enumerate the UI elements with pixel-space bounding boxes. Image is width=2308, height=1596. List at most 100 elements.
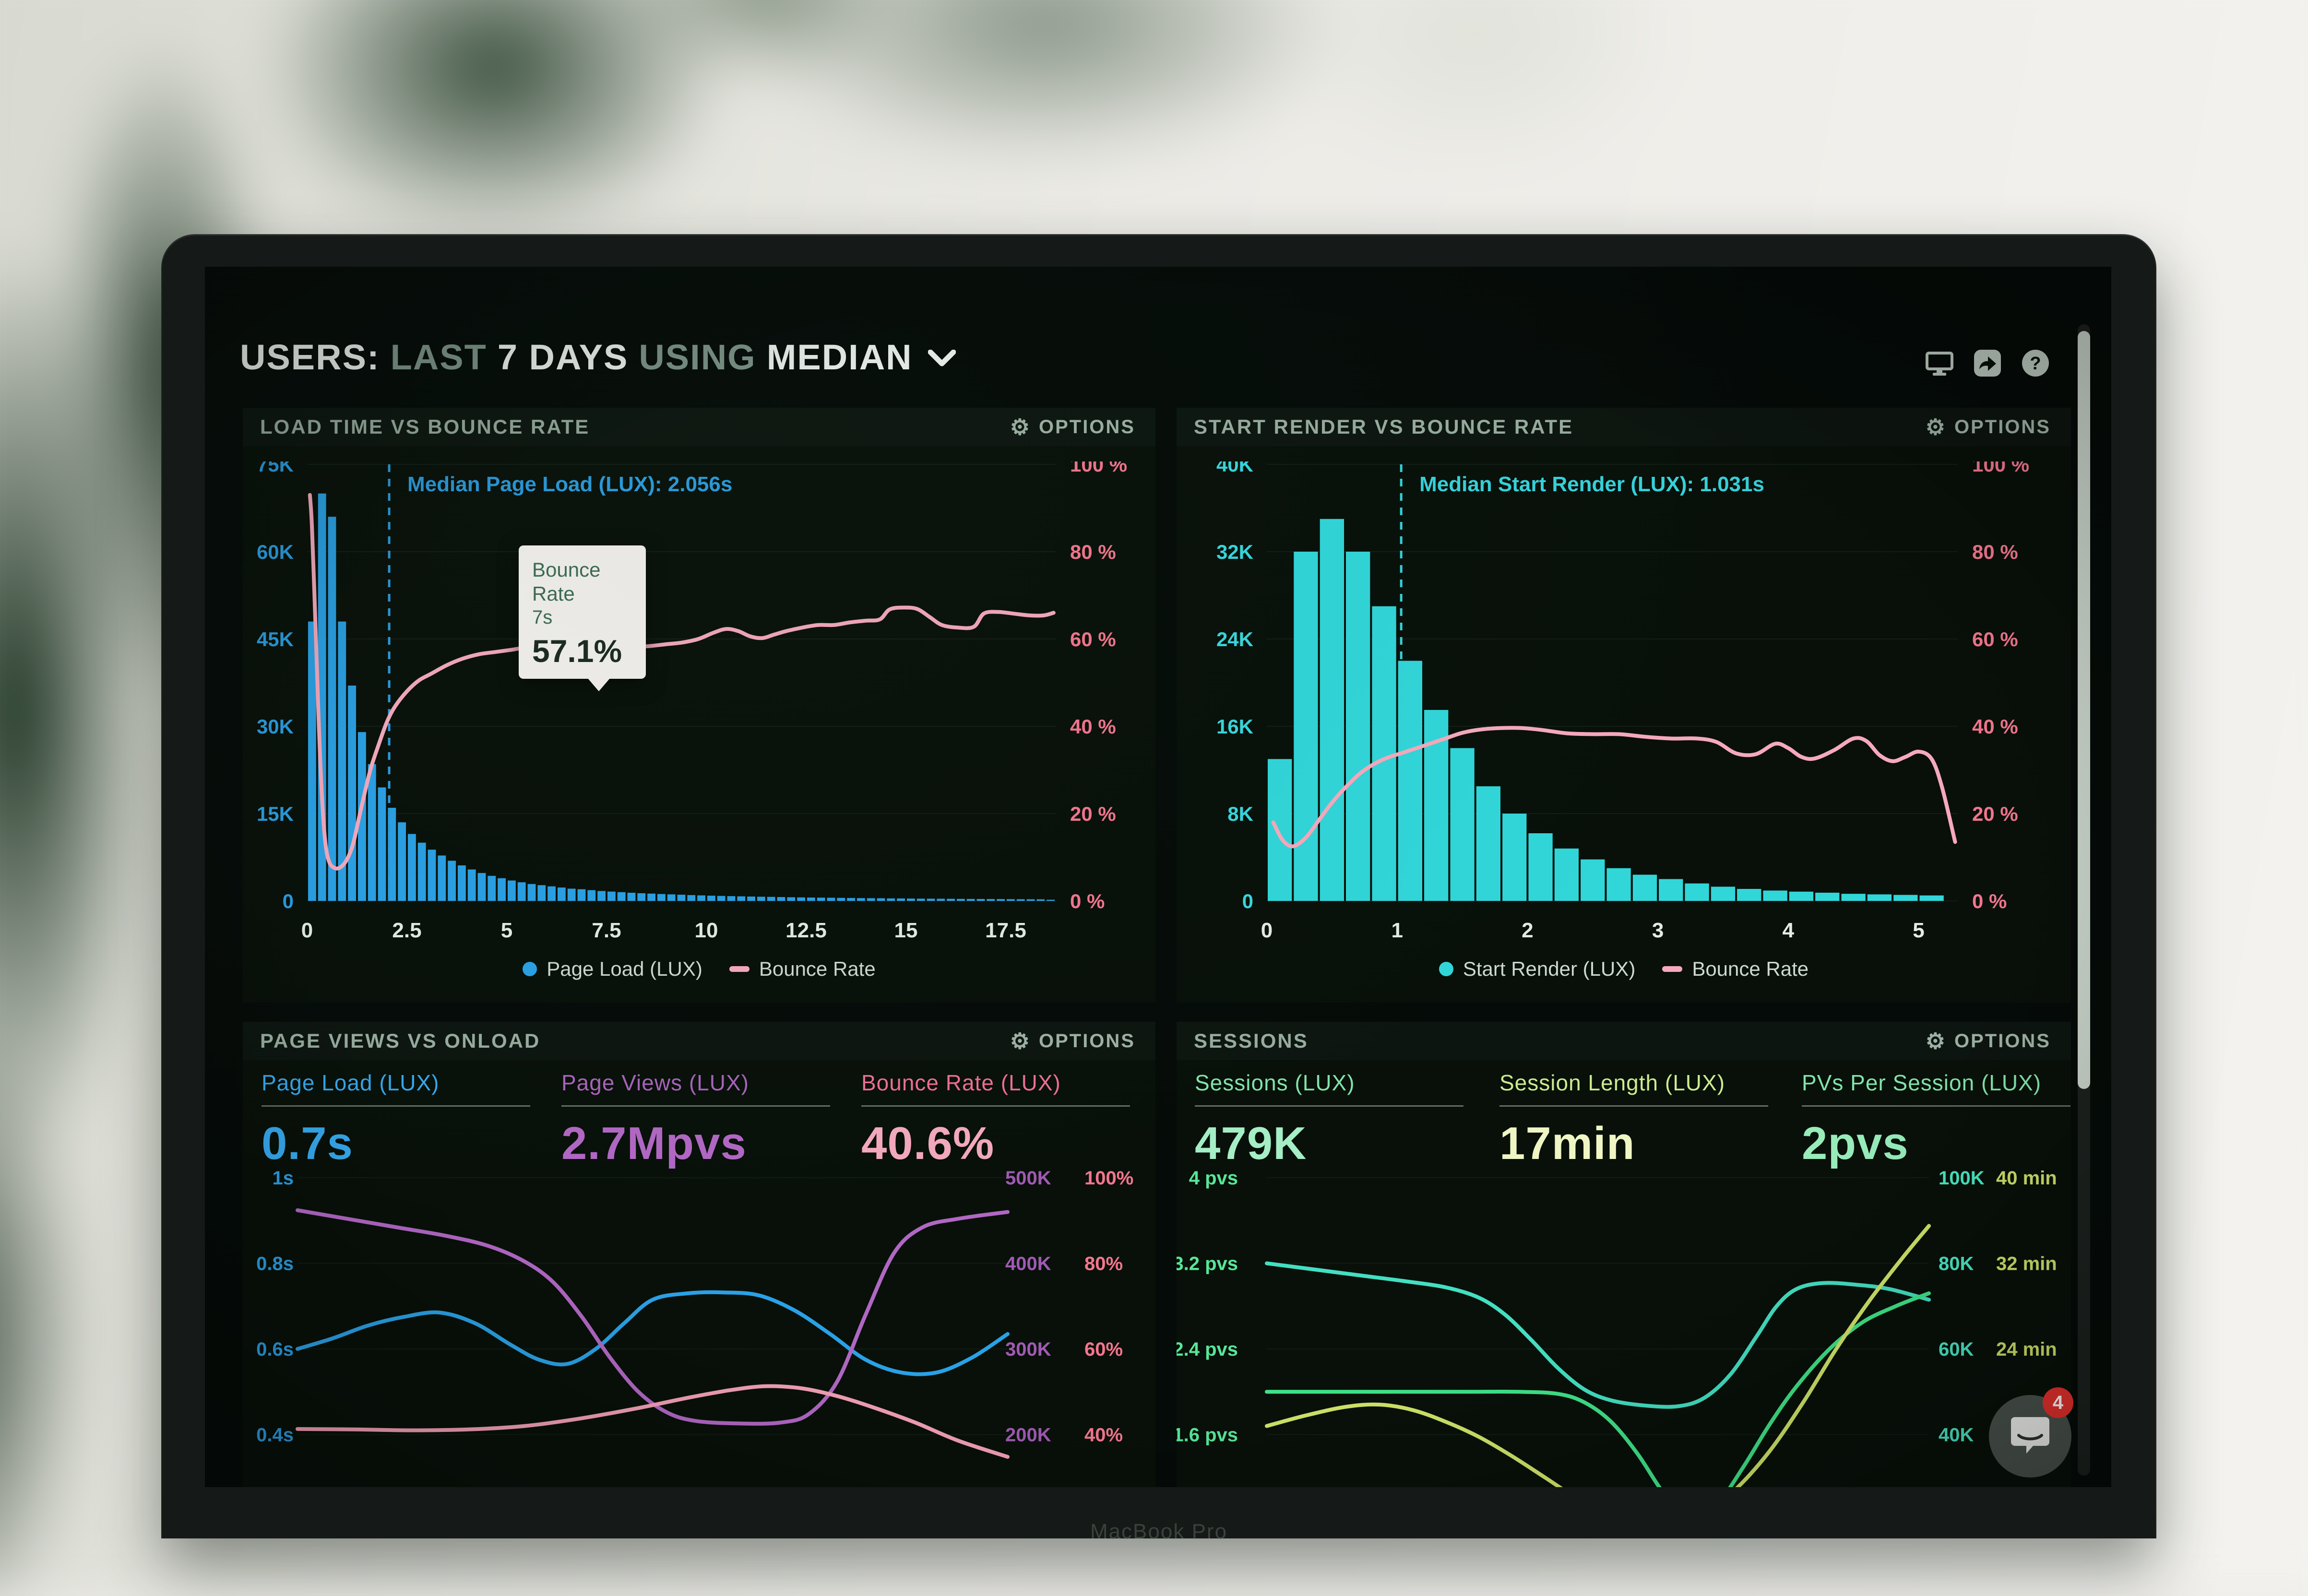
tooltip-x-value: 7s — [532, 607, 553, 628]
svg-text:?: ? — [2030, 354, 2041, 374]
svg-text:60K: 60K — [257, 541, 294, 563]
svg-text:20 %: 20 % — [1070, 803, 1116, 825]
options-button[interactable]: ⚙ OPTIONS — [1923, 415, 2054, 438]
svg-text:40 %: 40 % — [1070, 715, 1116, 738]
svg-text:60 %: 60 % — [1070, 628, 1116, 650]
panel-load-time-vs-bounce-rate: LOAD TIME VS BOUNCE RATE ⚙ OPTIONS 75K 10… — [243, 408, 1155, 1003]
svg-text:45K: 45K — [257, 628, 294, 650]
options-button[interactable]: ⚙ OPTIONS — [1923, 1029, 2054, 1052]
svg-text:0 %: 0 % — [1972, 890, 2007, 912]
title-segment: USERS: — [240, 337, 380, 377]
svg-text:4: 4 — [1783, 919, 1795, 942]
scrollbar-track[interactable] — [2078, 324, 2090, 1476]
panel-page-views-vs-onload: PAGE VIEWS VS ONLOAD ⚙ OPTIONS Page Load… — [243, 1022, 1155, 1487]
panel-title: SESSIONS — [1194, 1029, 1309, 1052]
svg-text:40%: 40% — [1084, 1425, 1123, 1446]
notification-badge: 4 — [2043, 1387, 2073, 1418]
chat-bubble-icon — [2007, 1417, 2053, 1460]
panel-title: PAGE VIEWS VS ONLOAD — [260, 1029, 541, 1052]
svg-text:80%: 80% — [1084, 1253, 1123, 1275]
svg-text:30K: 30K — [257, 715, 294, 738]
svg-text:0: 0 — [1242, 890, 1253, 912]
svg-text:0.8s: 0.8s — [256, 1253, 294, 1275]
chevron-down-icon — [928, 349, 956, 369]
page-title-dropdown[interactable]: USERS: LAST 7 DAYS USING MEDIAN — [240, 328, 956, 386]
legend-item[interactable]: Bounce Rate — [729, 958, 876, 981]
svg-text:24 min: 24 min — [1996, 1339, 2057, 1360]
tooltip-pointer — [587, 678, 611, 691]
svg-text:2.4 pvs: 2.4 pvs — [1177, 1339, 1238, 1360]
title-segment: USING — [639, 337, 756, 377]
tooltip-series: Bounce Rate — [532, 558, 601, 605]
svg-text:200K: 200K — [1005, 1425, 1051, 1446]
share-icon[interactable] — [1974, 349, 2001, 377]
svg-text:3: 3 — [1652, 919, 1664, 942]
svg-text:17.5: 17.5 — [985, 919, 1026, 942]
svg-text:16K: 16K — [1216, 715, 1253, 738]
svg-text:40K: 40K — [1216, 461, 1253, 476]
metric-page-load: Page Load (LUX) 0.7s — [262, 1070, 549, 1170]
svg-text:10: 10 — [695, 919, 718, 942]
legend-item[interactable]: Bounce Rate — [1662, 958, 1808, 981]
svg-text:12.5: 12.5 — [785, 919, 827, 942]
svg-text:32 min: 32 min — [1996, 1253, 2057, 1275]
svg-text:0.6s: 0.6s — [256, 1339, 294, 1360]
chart-legend: Start Render (LUX) Bounce Rate — [1177, 958, 2071, 981]
svg-text:15K: 15K — [257, 803, 294, 825]
svg-text:100 %: 100 % — [1070, 461, 1127, 476]
svg-text:0: 0 — [1261, 919, 1273, 942]
title-segment: MEDIAN — [766, 337, 913, 377]
svg-text:80 %: 80 % — [1070, 541, 1116, 563]
legend-dash-marker — [1662, 966, 1683, 972]
help-icon[interactable]: ? — [2022, 349, 2049, 377]
gear-icon: ⚙ — [1010, 1029, 1031, 1053]
title-segment: 7 DAYS — [497, 337, 629, 377]
chat-widget-button[interactable]: 4 — [1989, 1387, 2073, 1478]
legend-item[interactable]: Start Render (LUX) — [1439, 958, 1635, 981]
svg-text:32K: 32K — [1216, 541, 1253, 563]
svg-text:500K: 500K — [1005, 1168, 1051, 1189]
laptop-frame: USERS: LAST 7 DAYS USING MEDIAN ? — [161, 234, 2156, 1543]
start-render-chart[interactable]: 40K 100 % 32K 80 % 24K 60 % 16K 40 % 8K 20 % 0 0 % M… — [1177, 461, 2071, 946]
metric-page-views: Page Views (LUX) 2.7Mpvs — [561, 1070, 849, 1170]
legend-dot-marker — [1439, 962, 1453, 976]
laptop-brand-label: MacBook Pro — [1090, 1520, 1228, 1543]
svg-text:40 %: 40 % — [1972, 715, 2018, 738]
options-button[interactable]: ⚙ OPTIONS — [1007, 1029, 1138, 1052]
display-icon[interactable] — [1926, 349, 1953, 377]
svg-text:3.2 pvs: 3.2 pvs — [1177, 1253, 1238, 1275]
gear-icon: ⚙ — [1925, 414, 1947, 439]
svg-text:1: 1 — [1391, 919, 1403, 942]
tooltip-value: 57.1% — [532, 633, 622, 669]
title-segment: LAST — [390, 337, 487, 377]
metric-bounce-rate: Bounce Rate (LUX) 40.6% — [861, 1070, 1149, 1170]
sessions-chart[interactable]: 4 pvs 100K 40 min 3.2 pvs 80K 32 min 2.4 pvs 60… — [1177, 1155, 2071, 1487]
options-button[interactable]: ⚙ OPTIONS — [1007, 415, 1138, 438]
metric-underline — [861, 1105, 1130, 1107]
scrollbar-thumb[interactable] — [2078, 331, 2090, 1089]
svg-text:2: 2 — [1522, 919, 1533, 942]
svg-text:0.4s: 0.4s — [256, 1425, 294, 1446]
page-views-onload-chart[interactable]: 1s 500K 100% 0.8s 400K 80% 0.6s 300K 60% 0.4s 200K… — [243, 1155, 1155, 1487]
legend-dash-marker — [729, 966, 750, 972]
svg-text:60K: 60K — [1939, 1339, 1974, 1360]
svg-text:4 pvs: 4 pvs — [1189, 1168, 1238, 1189]
svg-text:0 %: 0 % — [1070, 890, 1105, 912]
svg-text:15: 15 — [894, 919, 918, 942]
svg-text:Median Start Render (LUX): 1.0: Median Start Render (LUX): 1.031s — [1419, 473, 1764, 496]
svg-text:100K: 100K — [1939, 1168, 1985, 1189]
legend-item[interactable]: Page Load (LUX) — [523, 958, 702, 981]
svg-text:24K: 24K — [1216, 628, 1253, 650]
metric-session-length: Session Length (LUX) 17min — [1499, 1070, 1787, 1170]
svg-text:1s: 1s — [273, 1168, 294, 1189]
svg-text:0: 0 — [283, 890, 294, 912]
metric-underline — [1802, 1105, 2070, 1107]
svg-text:100 %: 100 % — [1972, 461, 2029, 476]
svg-text:80K: 80K — [1939, 1253, 1974, 1275]
svg-text:5: 5 — [501, 919, 512, 942]
chart-tooltip: Bounce Rate 7s 57.1% — [519, 545, 646, 691]
dashboard-screen: USERS: LAST 7 DAYS USING MEDIAN ? — [205, 267, 2111, 1487]
metric-underline — [1499, 1105, 1768, 1107]
panel-start-render-vs-bounce-rate: START RENDER VS BOUNCE RATE ⚙ OPTIONS 40… — [1177, 408, 2071, 1003]
load-time-chart[interactable]: 75K 100 % 60K 80 % 45K 60 % 30K 40 % 15K 20 % 0 0 %… — [243, 461, 1155, 946]
